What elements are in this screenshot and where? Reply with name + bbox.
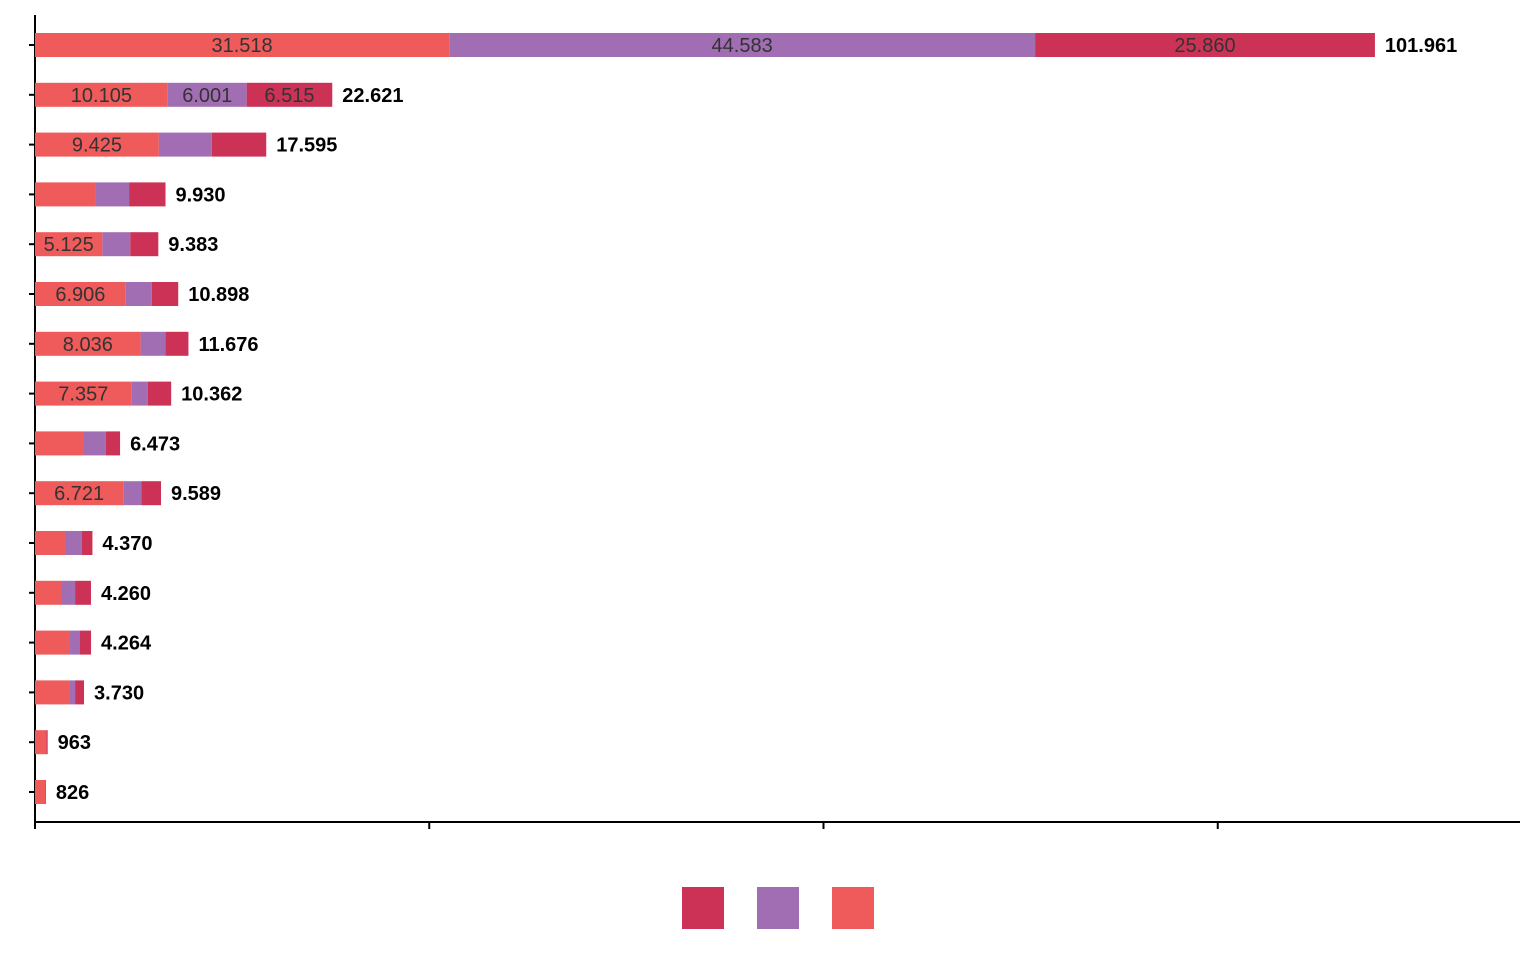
bar-segment [80, 630, 92, 655]
legend-swatch [832, 887, 874, 929]
bar-segment [35, 531, 65, 555]
bar-segment [35, 580, 62, 605]
bar-segment [35, 232, 103, 257]
bar-segment [1035, 33, 1375, 57]
bar-segment [35, 730, 47, 755]
bar-segment [140, 331, 166, 356]
bar-segment [35, 331, 141, 356]
bar-segment [449, 33, 1036, 57]
total-label: 826 [56, 782, 89, 804]
bar-segment [125, 282, 152, 306]
segment-label: 8.036 [63, 334, 113, 356]
bar-segment [158, 132, 212, 157]
segment-label: 6.906 [55, 284, 105, 306]
segment-label: 6.001 [182, 85, 232, 107]
bar-segment [69, 680, 76, 705]
segment-label: 31.518 [212, 35, 273, 57]
bar-segment [129, 182, 166, 207]
bar-segment [75, 680, 85, 705]
segment-label: 44.583 [712, 35, 773, 57]
bar-segment [167, 82, 247, 107]
total-label: 17.595 [276, 135, 337, 157]
total-label: 963 [58, 732, 91, 754]
bar-segment [35, 630, 71, 655]
total-label: 9.930 [175, 184, 225, 206]
bar-segment [61, 580, 76, 605]
bar-segment [35, 680, 70, 705]
total-label: 10.362 [181, 384, 242, 406]
total-label: 6.473 [130, 433, 180, 455]
bar-segment [95, 182, 130, 207]
total-label: 4.264 [101, 633, 152, 655]
bar-segment [123, 481, 142, 506]
segment-label: 7.357 [58, 384, 108, 406]
segment-label: 6.721 [54, 483, 104, 505]
bar-segment [64, 531, 82, 555]
bar-segment [35, 780, 45, 804]
bar-segment [102, 232, 131, 257]
bar-segment [35, 182, 96, 207]
bar-segment [151, 282, 179, 306]
total-label: 9.383 [168, 234, 218, 256]
bar-segment [35, 431, 83, 456]
bar-segment [46, 730, 48, 755]
bar-segment [70, 630, 81, 655]
bar-segment [81, 531, 93, 555]
bar-segment [141, 481, 162, 506]
bar-segment [165, 331, 189, 356]
bar-segment [130, 232, 159, 257]
bar-segment [35, 132, 159, 157]
bar-segment [246, 82, 333, 107]
bar-segment [147, 381, 172, 406]
bar-segment [35, 82, 168, 107]
bar-segment [82, 431, 106, 456]
total-label: 9.589 [171, 483, 221, 505]
segment-label: 10.105 [71, 85, 132, 107]
total-label: 11.676 [198, 334, 258, 356]
segment-label: 9.425 [72, 135, 122, 157]
bar-segment [44, 780, 46, 804]
total-label: 10.898 [188, 284, 249, 306]
legend-swatch [682, 887, 724, 929]
bar-segment [35, 282, 126, 306]
bar-segment [35, 481, 124, 506]
bar-segment [75, 580, 91, 605]
bar-segment [35, 381, 132, 406]
segment-label: 6.515 [264, 85, 314, 107]
bar-segment [131, 381, 148, 406]
bar-segment [105, 431, 121, 456]
segment-label: 25.860 [1174, 35, 1235, 57]
total-label: 4.370 [102, 533, 152, 555]
bar-segment [35, 33, 450, 57]
legend-swatch [757, 887, 799, 929]
total-label: 3.730 [94, 682, 144, 704]
segment-label: 5.125 [44, 234, 94, 256]
bar-segment [211, 132, 267, 157]
total-label: 4.260 [101, 583, 151, 605]
total-label: 22.621 [342, 85, 403, 107]
total-label: 101.961 [1385, 35, 1457, 57]
